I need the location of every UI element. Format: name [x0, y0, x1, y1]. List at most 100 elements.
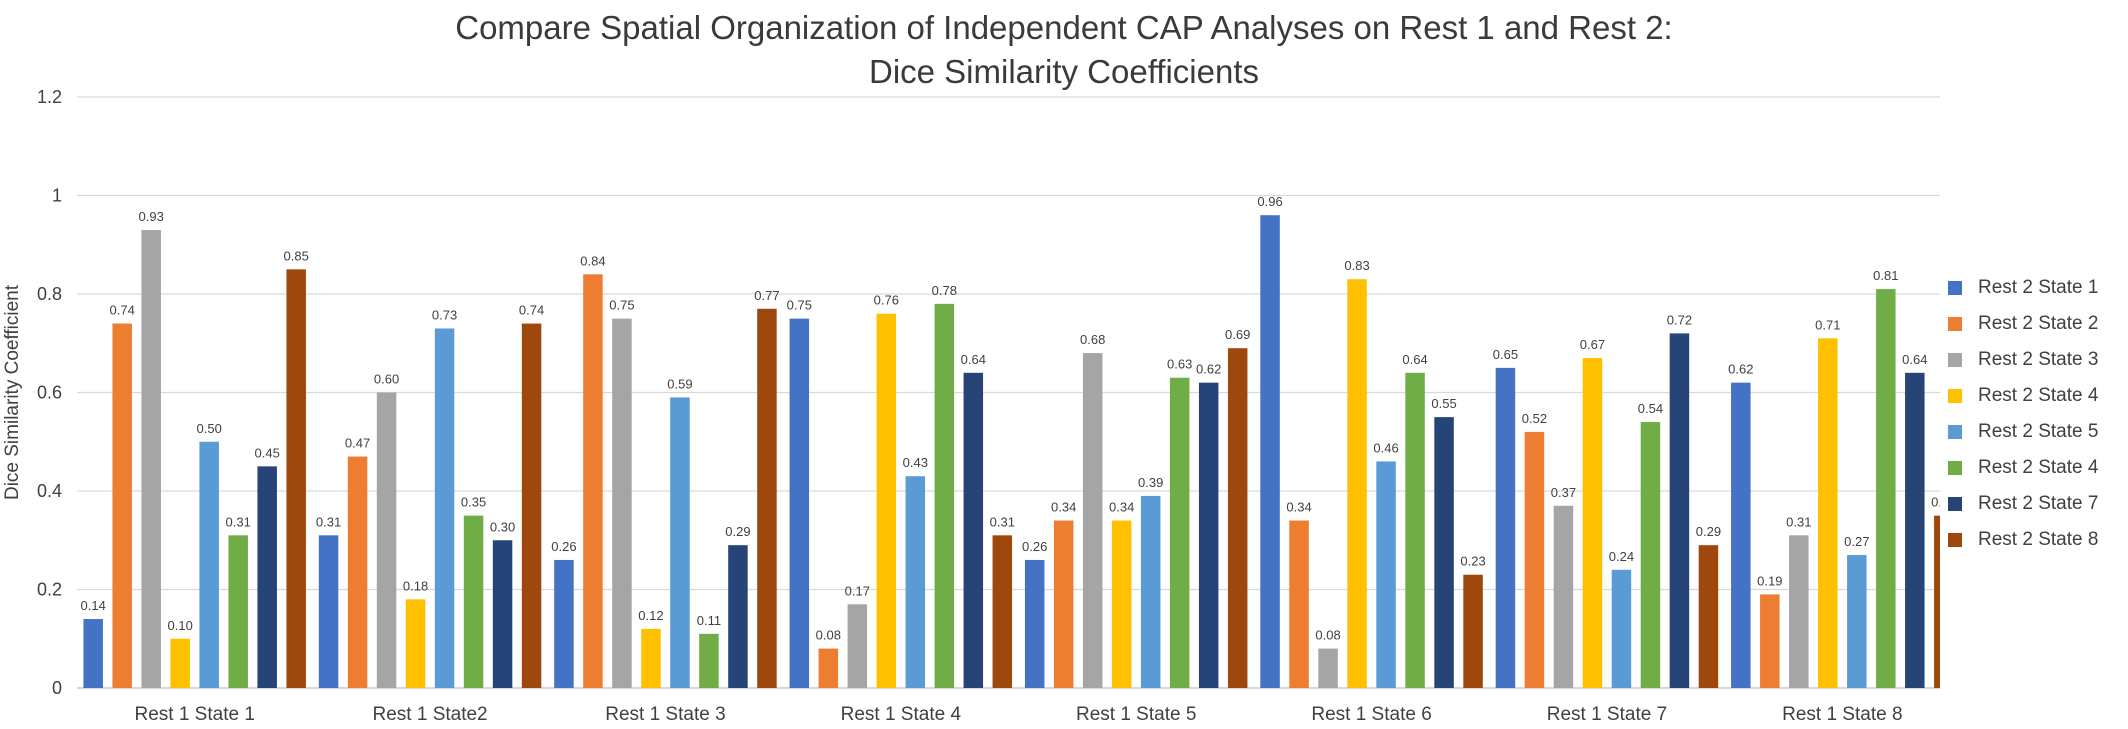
x-axis-ticks: Rest 1 State 1 Rest 1 State2 Rest 1 State …: [134, 704, 1902, 725]
bar: [1053, 520, 1074, 688]
bar: [1111, 520, 1132, 688]
bar-data-label: 0.24: [1609, 549, 1634, 564]
bar: [112, 323, 132, 688]
bar-data-label: 0.50: [197, 421, 222, 436]
bar-data-label: 0.31: [316, 514, 341, 529]
bar-data-label: 0.31: [226, 514, 251, 529]
bar-data-label: 0.63: [1167, 357, 1192, 372]
bar: [1669, 333, 1690, 688]
bar-data-label: 0.23: [1460, 554, 1485, 569]
legend-item: Rest 2 State 2: [1948, 306, 2098, 342]
bar: [1611, 569, 1632, 688]
bar: [641, 628, 661, 688]
x-tick-label: Rest 1 State2: [373, 704, 488, 725]
bar: [1847, 555, 1867, 688]
bar-data-label: 0.26: [1022, 539, 1047, 554]
bar: [1463, 574, 1483, 688]
legend-item: Rest 2 State 5: [1948, 414, 2098, 450]
bar: [1198, 382, 1219, 688]
bar: [905, 476, 926, 688]
legend: Rest 2 State 1 Rest 2 State 2 Rest 2 State…: [1948, 270, 2098, 558]
bar-data-label: 0.08: [816, 628, 841, 643]
bar: [463, 515, 484, 688]
bar-data-label: 0.12: [638, 608, 663, 623]
bar-data-label: 0.30: [490, 519, 515, 534]
bar: [199, 441, 219, 688]
bar: [347, 456, 368, 688]
bar: [1876, 289, 1896, 688]
bar-data-label: 0.75: [787, 298, 812, 313]
legend-swatch: [1948, 461, 1962, 475]
bar: [670, 397, 690, 688]
x-tick-label: Rest 1 State 7: [1547, 704, 1667, 725]
legend-swatch: [1948, 317, 1962, 331]
bar: [1495, 367, 1516, 688]
bar-data-label: 0.85: [284, 248, 309, 263]
bar: [1934, 515, 1940, 688]
y-tick-label: 1.2: [37, 87, 62, 107]
legend-label: Rest 2 State 5: [1978, 421, 2099, 442]
bar: [434, 328, 455, 688]
legend-label: Rest 2 State 2: [1978, 313, 2099, 334]
bar: [612, 318, 632, 688]
legend-label: Rest 2 State 4: [1978, 457, 2099, 478]
bar: [1289, 520, 1309, 688]
bar-data-label: 0.18: [403, 578, 428, 593]
bar: [492, 540, 513, 688]
x-tick-label: Rest 1 State 4: [841, 704, 962, 725]
bar-data-label: 0.77: [754, 288, 779, 303]
bar: [228, 535, 248, 688]
legend-swatch: [1948, 425, 1962, 439]
bar-data-label: 0.39: [1138, 475, 1163, 490]
bar: [1905, 372, 1925, 688]
legend-swatch: [1948, 497, 1962, 511]
bar: [405, 599, 426, 688]
chart-title-line-1: Compare Spatial Organization of Independ…: [455, 9, 1673, 46]
legend-item: Rest 2 State 7: [1948, 486, 2098, 522]
bar-data-label: 0.43: [903, 455, 928, 470]
bar: [1789, 535, 1809, 688]
bar: [1260, 215, 1280, 688]
x-tick-label: Rest 1 State 3: [605, 704, 725, 725]
bar-data-label: 0.37: [1551, 485, 1576, 500]
y-tick-label: 1: [52, 186, 62, 206]
bar-data-label: 0.64: [1402, 352, 1427, 367]
bar: [257, 466, 277, 688]
bar-data-label: 0.35: [1931, 495, 1940, 510]
bar-data-label: 0.34: [1286, 500, 1311, 515]
bar-data-label: 0.29: [725, 524, 750, 539]
bar: [876, 313, 897, 688]
bar-data-label: 0.74: [110, 303, 135, 318]
legend-swatch: [1948, 353, 1962, 367]
legend-label: Rest 2 State 1: [1978, 277, 2099, 298]
y-tick-label: 0.4: [37, 481, 62, 501]
bar-data-label: 0.52: [1522, 411, 1547, 426]
bar-data-label: 0.34: [1051, 500, 1076, 515]
bar: [1227, 348, 1248, 688]
bar-data-label: 0.84: [580, 253, 605, 268]
bar: [83, 619, 103, 688]
legend-swatch: [1948, 281, 1962, 295]
data-labels: 0.14 0.74 0.93 0.10 0.50 0.31 0.45 0.85 0.31 0.47…: [81, 194, 1940, 642]
bar: [728, 545, 748, 688]
bar: [789, 318, 810, 688]
legend-label: Rest 2 State 4: [1978, 385, 2099, 406]
bar: [847, 604, 868, 688]
bar: [1405, 372, 1425, 688]
bar: [170, 638, 190, 688]
bar: [1376, 461, 1396, 688]
bar-data-label: 0.64: [1902, 352, 1927, 367]
bar-data-label: 0.83: [1344, 258, 1369, 273]
bar-data-label: 0.46: [1373, 440, 1398, 455]
bar-data-label: 0.62: [1196, 362, 1221, 377]
bar: [521, 323, 542, 688]
legend-item: Rest 2 State 4: [1948, 450, 2098, 486]
bar-data-label: 0.35: [461, 495, 486, 510]
bar-data-label: 0.78: [932, 283, 957, 298]
bar-data-label: 0.73: [432, 307, 457, 322]
y-axis-label: Dice Similarity Coefficient: [2, 284, 23, 500]
legend-label: Rest 2 State 7: [1978, 493, 2099, 514]
bar: [286, 269, 306, 688]
bar: [1731, 382, 1751, 688]
bar: [992, 535, 1013, 688]
